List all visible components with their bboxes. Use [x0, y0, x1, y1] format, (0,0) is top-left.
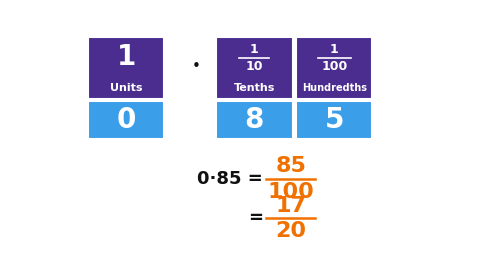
Text: 10: 10 [246, 60, 263, 73]
Text: 85: 85 [275, 156, 306, 176]
Text: 5: 5 [324, 106, 344, 134]
Text: 0: 0 [116, 106, 136, 134]
FancyBboxPatch shape [296, 36, 372, 99]
Text: 1: 1 [250, 43, 259, 56]
FancyBboxPatch shape [88, 36, 164, 99]
Text: 1: 1 [117, 43, 136, 71]
Text: Units: Units [110, 83, 142, 93]
Text: Tenths: Tenths [234, 83, 275, 93]
FancyBboxPatch shape [88, 101, 164, 140]
Text: 20: 20 [275, 221, 306, 241]
Text: 8: 8 [245, 106, 264, 134]
Text: 100: 100 [321, 60, 348, 73]
FancyBboxPatch shape [216, 36, 292, 99]
FancyBboxPatch shape [216, 101, 292, 140]
Text: •: • [190, 111, 202, 129]
Text: •: • [192, 59, 200, 74]
Text: 0·85 =: 0·85 = [197, 170, 263, 188]
Text: =: = [248, 210, 263, 227]
Text: 17: 17 [275, 195, 306, 215]
Text: 100: 100 [267, 182, 314, 202]
Text: Hundredths: Hundredths [302, 83, 367, 93]
Text: 1: 1 [330, 43, 339, 56]
FancyBboxPatch shape [296, 101, 372, 140]
